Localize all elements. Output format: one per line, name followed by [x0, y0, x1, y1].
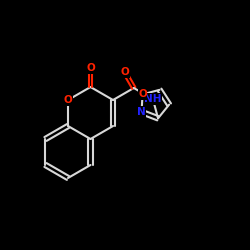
Text: O: O: [120, 68, 129, 78]
Text: O: O: [64, 95, 72, 105]
Text: N: N: [137, 107, 146, 117]
Text: NH: NH: [144, 94, 162, 104]
Text: O: O: [138, 90, 147, 100]
Text: O: O: [86, 63, 95, 73]
